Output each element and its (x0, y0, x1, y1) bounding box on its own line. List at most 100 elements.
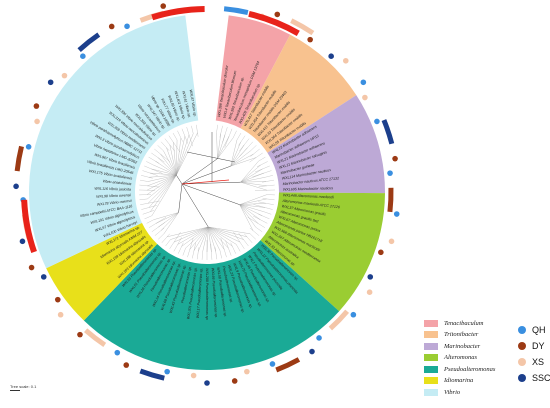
legend-swatch (424, 331, 438, 338)
site-dot (13, 183, 19, 190)
legend-swatch (424, 377, 438, 384)
branch (265, 175, 273, 178)
branch (238, 233, 249, 247)
site-legend-item-dy: DY (518, 341, 545, 351)
site-dot (307, 36, 313, 43)
branch (208, 226, 225, 250)
branch (161, 233, 170, 243)
branch (154, 148, 170, 162)
site-dot (342, 57, 349, 64)
legend-swatch (424, 365, 438, 373)
branch (198, 226, 209, 252)
branch (208, 226, 216, 252)
legend-item-alteromonas: Alteromonas (424, 353, 477, 363)
branch (178, 242, 184, 254)
branch (146, 161, 154, 166)
leaf-label: WXL448 Alteromonas macleodii (283, 193, 334, 199)
branch (217, 133, 221, 159)
branch (141, 175, 153, 179)
site-legend-item-sscs: SSCS (518, 373, 550, 383)
leaf-label: Marinobacter nauticus ATCC 27132 (282, 176, 339, 186)
highlight-bar (21, 199, 37, 253)
branch (160, 212, 179, 231)
site-dot-icon (518, 374, 526, 382)
site-bar (14, 145, 24, 172)
site-dot (328, 53, 334, 59)
branch (240, 182, 268, 191)
branch (239, 204, 263, 216)
site-dot (367, 274, 374, 280)
legend-item-tenacibaculum: Tenacibaculum (424, 318, 483, 328)
branch (216, 124, 218, 133)
leaf-label: WXL301 Pseudoalteromonas sp. (186, 267, 198, 320)
branch (239, 204, 265, 208)
branch (196, 247, 200, 260)
site-dot (160, 3, 167, 9)
branch (169, 144, 177, 176)
clade-sector (83, 240, 340, 370)
branch (262, 179, 274, 183)
branch (216, 132, 218, 159)
branch (165, 239, 171, 247)
branch (239, 204, 254, 231)
branch (233, 231, 245, 249)
branch (249, 233, 256, 240)
site-dot (57, 311, 64, 318)
branch (254, 165, 270, 173)
branch (177, 226, 209, 245)
branch (147, 175, 177, 204)
branch (173, 142, 177, 176)
branch (239, 204, 261, 220)
branch (217, 137, 234, 159)
branch (157, 145, 164, 151)
branch (142, 210, 155, 215)
branch (208, 226, 251, 234)
site-legend-item-qh: QH (518, 325, 546, 335)
branch (255, 226, 263, 232)
branch (240, 164, 261, 183)
branch (147, 174, 177, 186)
site-dot (34, 118, 40, 125)
clade-sector (267, 95, 385, 194)
site-dot (123, 362, 130, 368)
branch (147, 175, 177, 200)
branch (239, 204, 256, 228)
branch (208, 226, 241, 243)
site-dot (274, 11, 281, 18)
clade-branch (181, 158, 218, 185)
leaf-label: WXL78 Vibrio owensii (97, 199, 132, 207)
legend-item-idiomarina: Idiomarina (424, 376, 473, 386)
site-bar (77, 32, 101, 52)
branch (236, 244, 241, 252)
site-dot (393, 211, 400, 217)
branch (186, 151, 236, 163)
branch (263, 211, 272, 215)
site-dot (309, 348, 315, 355)
branch (154, 227, 165, 236)
leaf-label: WXL98 Vibrio owensii (96, 193, 131, 199)
leaf-label: WXL61 Vibrio sp. (181, 91, 191, 119)
leaf-label: WXL87 Vibrio sp. (189, 89, 197, 117)
branch (182, 248, 186, 256)
branch (240, 177, 266, 183)
site-label: XS (532, 357, 545, 367)
branch (250, 148, 260, 157)
site-dot (374, 118, 380, 125)
branch (185, 226, 209, 249)
branch (230, 242, 236, 254)
clade-branch (181, 183, 240, 205)
leaf-label: Vibrio anatoliensis (102, 179, 132, 186)
branch (208, 226, 212, 252)
branch (144, 215, 152, 220)
clade-sector (215, 15, 291, 129)
site-dot (316, 335, 322, 341)
branch (219, 250, 222, 259)
legend-label: Marinobacter (444, 342, 481, 350)
legend-label: Tritonibacter (444, 331, 479, 338)
branch (239, 204, 264, 212)
branch (146, 175, 177, 191)
branch (169, 231, 181, 249)
branch (139, 184, 160, 188)
branch (217, 136, 230, 159)
